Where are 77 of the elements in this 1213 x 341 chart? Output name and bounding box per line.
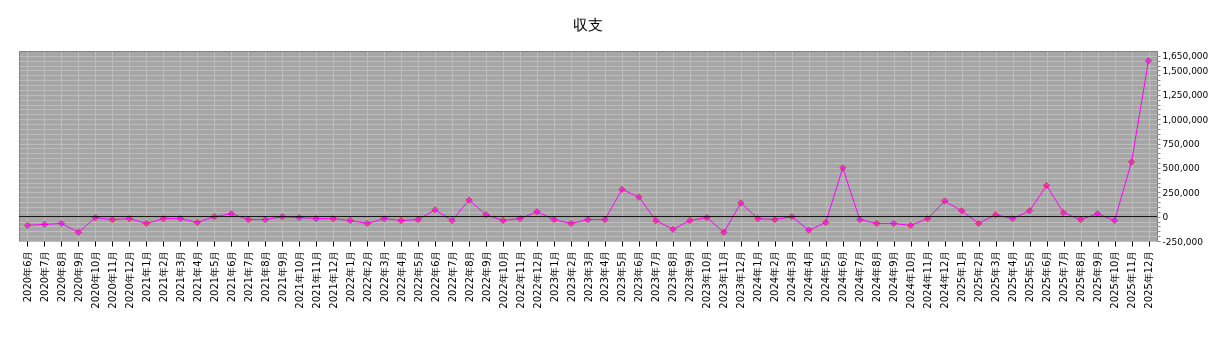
x-tick-label: 2021年6月 xyxy=(225,250,237,303)
y-tick-label: -250,000 xyxy=(1162,236,1204,247)
y-tick-label: 750,000 xyxy=(1162,139,1200,150)
x-tick-label: 2022年2月 xyxy=(361,250,373,303)
x-tick-label: 2022年1月 xyxy=(344,250,356,303)
y-tick-label: 1,500,000 xyxy=(1162,65,1209,76)
x-tick-label: 2024年5月 xyxy=(820,250,832,303)
x-tick-label: 2020年7月 xyxy=(38,250,50,303)
x-tick-label: 2022年12月 xyxy=(531,250,543,309)
x-tick-label: 2024年6月 xyxy=(837,250,849,303)
x-tick-label: 2025年12月 xyxy=(1143,250,1155,309)
y-tick-label: 500,000 xyxy=(1162,163,1200,174)
x-tick-label: 2021年5月 xyxy=(208,250,220,303)
chart-title: 収支 xyxy=(573,16,603,34)
x-tick-label: 2025年11月 xyxy=(1126,250,1138,309)
x-tick-label: 2025年3月 xyxy=(990,250,1002,303)
x-tick-label: 2020年8月 xyxy=(55,250,67,303)
x-tick-label: 2024年12月 xyxy=(939,250,951,309)
x-tick-label: 2023年10月 xyxy=(701,250,713,309)
x-tick-label: 2021年11月 xyxy=(310,250,322,309)
x-tick-label: 2021年2月 xyxy=(157,250,169,303)
x-tick-label: 2020年9月 xyxy=(72,250,84,303)
x-tick-label: 2023年11月 xyxy=(718,250,730,309)
x-tick-label: 2023年3月 xyxy=(582,250,594,303)
y-tick-label: 0 xyxy=(1162,212,1169,223)
x-tick-label: 2022年6月 xyxy=(429,250,441,303)
x-tick-label: 2024年10月 xyxy=(905,250,917,309)
x-tick-label: 2025年7月 xyxy=(1058,250,1070,303)
x-tick-label: 2024年2月 xyxy=(769,250,781,303)
x-tick-label: 2024年9月 xyxy=(888,250,900,303)
y-tick-label: 250,000 xyxy=(1162,187,1200,198)
x-tick-label: 2023年5月 xyxy=(616,250,628,303)
x-tick-label: 2022年4月 xyxy=(395,250,407,303)
x-tick-label: 2025年8月 xyxy=(1075,250,1087,303)
x-tick-label: 2024年8月 xyxy=(871,250,883,303)
x-tick-label: 2021年3月 xyxy=(174,250,186,303)
y-tick-label: 1,000,000 xyxy=(1162,114,1209,125)
x-tick-label: 2022年5月 xyxy=(412,250,424,303)
x-tick-label: 2021年1月 xyxy=(140,250,152,303)
x-tick-label: 2023年7月 xyxy=(650,250,662,303)
x-tick-label: 2020年6月 xyxy=(21,250,33,303)
x-tick-label: 2021年10月 xyxy=(293,250,305,309)
x-tick-label: 2024年7月 xyxy=(854,250,866,303)
x-tick-label: 2022年11月 xyxy=(514,250,526,309)
x-tick-label: 2025年6月 xyxy=(1041,250,1053,303)
y-tick-label: 1,650,000 xyxy=(1162,51,1209,62)
x-tick-label: 2024年1月 xyxy=(752,250,764,303)
x-tick-label: 2024年3月 xyxy=(786,250,798,303)
x-tick-label: 2020年12月 xyxy=(123,250,135,309)
x-tick-label: 2025年4月 xyxy=(1007,250,1019,303)
x-tick-label: 2021年8月 xyxy=(259,250,271,303)
x-tick-label: 2024年4月 xyxy=(803,250,815,303)
x-tick-label: 2022年7月 xyxy=(446,250,458,303)
x-tick-label: 2024年11月 xyxy=(922,250,934,309)
x-tick-label: 2022年8月 xyxy=(463,250,475,303)
x-tick-label: 2025年10月 xyxy=(1109,250,1121,309)
x-tick-label: 2023年12月 xyxy=(735,250,747,309)
x-tick-label: 2021年4月 xyxy=(191,250,203,303)
x-tick-label: 2021年9月 xyxy=(276,250,288,303)
x-tick-label: 2022年9月 xyxy=(480,250,492,303)
x-tick-label: 2025年9月 xyxy=(1092,250,1104,303)
x-tick-label: 2023年1月 xyxy=(548,250,560,303)
x-tick-label: 2020年11月 xyxy=(106,250,118,309)
x-tick-label: 2025年5月 xyxy=(1024,250,1036,303)
x-tick-label: 2021年7月 xyxy=(242,250,254,303)
x-tick-label: 2025年2月 xyxy=(973,250,985,303)
x-tick-label: 2021年12月 xyxy=(327,250,339,309)
y-tick-label: 1,250,000 xyxy=(1162,90,1209,101)
x-tick-label: 2023年9月 xyxy=(684,250,696,303)
x-tick-label: 2020年10月 xyxy=(89,250,101,309)
x-tick-label: 2022年3月 xyxy=(378,250,390,303)
x-tick-label: 2023年8月 xyxy=(667,250,679,303)
x-tick-label: 2023年4月 xyxy=(599,250,611,303)
x-tick-label: 2025年1月 xyxy=(956,250,968,303)
x-tick-label: 2023年6月 xyxy=(633,250,645,303)
x-tick-label: 2023年2月 xyxy=(565,250,577,303)
x-tick-label: 2022年10月 xyxy=(497,250,509,309)
